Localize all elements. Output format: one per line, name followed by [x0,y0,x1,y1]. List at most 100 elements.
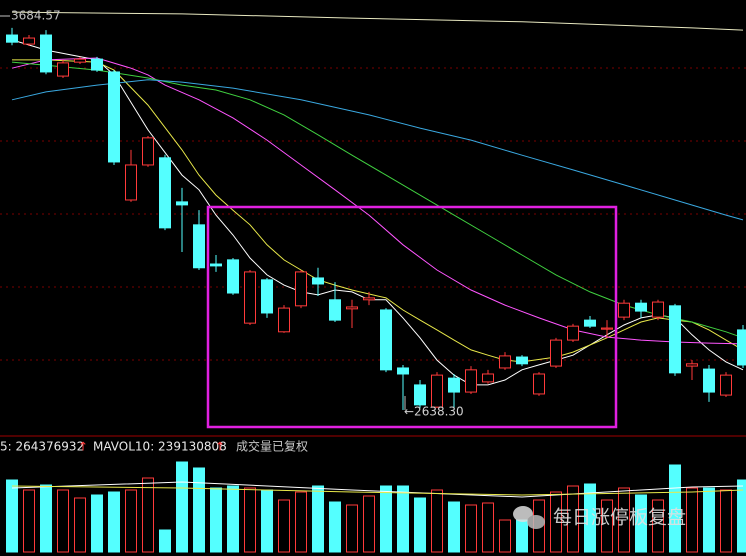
volume-bar [618,487,630,553]
volume-bar [346,504,358,553]
candle-body [686,363,698,367]
volume-bar [312,485,324,553]
candle-body [652,301,664,318]
volume-bar [193,467,205,553]
volume-bar [601,499,613,553]
volume-bar [584,483,596,553]
volume-bar [414,497,426,553]
candle-body [278,307,290,333]
candle-body [380,309,392,371]
candle-body [550,339,562,367]
volume-bar [159,529,171,553]
candle-body [227,259,239,294]
candle-body [533,373,545,395]
volume-bar [465,504,477,553]
volume-bar [6,479,18,553]
volume-bar [329,501,341,553]
candle-body [635,302,647,312]
volume-bar [23,489,35,553]
volume-bar [176,461,188,553]
candle-body [703,368,715,393]
candle-body [329,299,341,321]
mavol5-label: 5: 264376932 [0,440,84,454]
volume-bar [516,519,528,553]
candle-body [210,263,222,267]
volume-bar [91,494,103,553]
up-arrow: ↑ [215,440,225,454]
candle-body [414,384,426,406]
candle-body [618,302,630,318]
candle-body [108,71,120,163]
ma-line [11,11,744,31]
volume-bar [431,489,443,553]
watermark: 每日涨停板复盘 [553,507,686,529]
volume-bar [652,499,664,553]
volume-bar [567,485,579,553]
high-annotation: 3684.57 [11,9,61,23]
candle-body [125,164,137,201]
watermark-icon [513,506,545,529]
volume-bar [261,489,273,553]
mavol-line [11,481,744,498]
volume-bar [686,487,698,553]
candle-body [465,369,477,393]
ma-line [11,79,744,221]
volume-bar [227,485,239,553]
candle-body [295,271,307,307]
candle-body [720,374,732,396]
up-arrow: ↑ [78,440,88,454]
ma-line [11,39,744,386]
volume-bar [397,485,409,553]
volume-bar [278,499,290,553]
price-panel [6,11,746,411]
candle-body [397,367,409,375]
volume-bar [295,491,307,553]
candle-body [40,34,52,73]
volume-bar [57,489,69,553]
candle-body [499,355,511,369]
volume-panel [6,461,746,553]
volume-bar [74,497,86,553]
candle-body [516,356,528,365]
candle-body [431,374,443,408]
volume-bar [499,519,511,553]
candle-body [23,37,35,45]
volume-bar [380,485,392,553]
candle-body [159,157,171,229]
volume-bar [550,491,562,553]
candle-body [244,271,256,324]
candle-body [448,377,460,393]
grid [0,67,746,361]
volume-bar [635,494,647,553]
candle-body [261,279,273,314]
volume-bar [482,502,494,553]
volume-bar [669,464,681,553]
candle-body [669,305,681,374]
candle-body [142,137,154,166]
ma-line [12,59,744,363]
mavol-line [11,485,744,496]
volume-bar [703,487,715,553]
volume-note: 成交量已复权 [236,439,308,454]
candle-body [91,58,103,71]
candle-body [346,306,358,310]
volume-bar [210,487,222,553]
candle-body [584,319,596,327]
candle-body [74,58,86,63]
candle-body [737,329,746,366]
mavol10-label: MAVOL10: 239130808 [93,440,227,454]
candle-body [57,62,69,77]
candle-body [601,327,613,330]
candle-body [567,325,579,341]
candle-body [6,34,18,43]
volume-bar [720,489,732,553]
candle-body [482,373,494,383]
volume-bar [244,487,256,553]
volume-bar [737,479,746,553]
volume-bar [108,491,120,553]
candle-body [193,224,205,269]
candle-body [363,297,375,301]
ma-line [11,61,744,339]
